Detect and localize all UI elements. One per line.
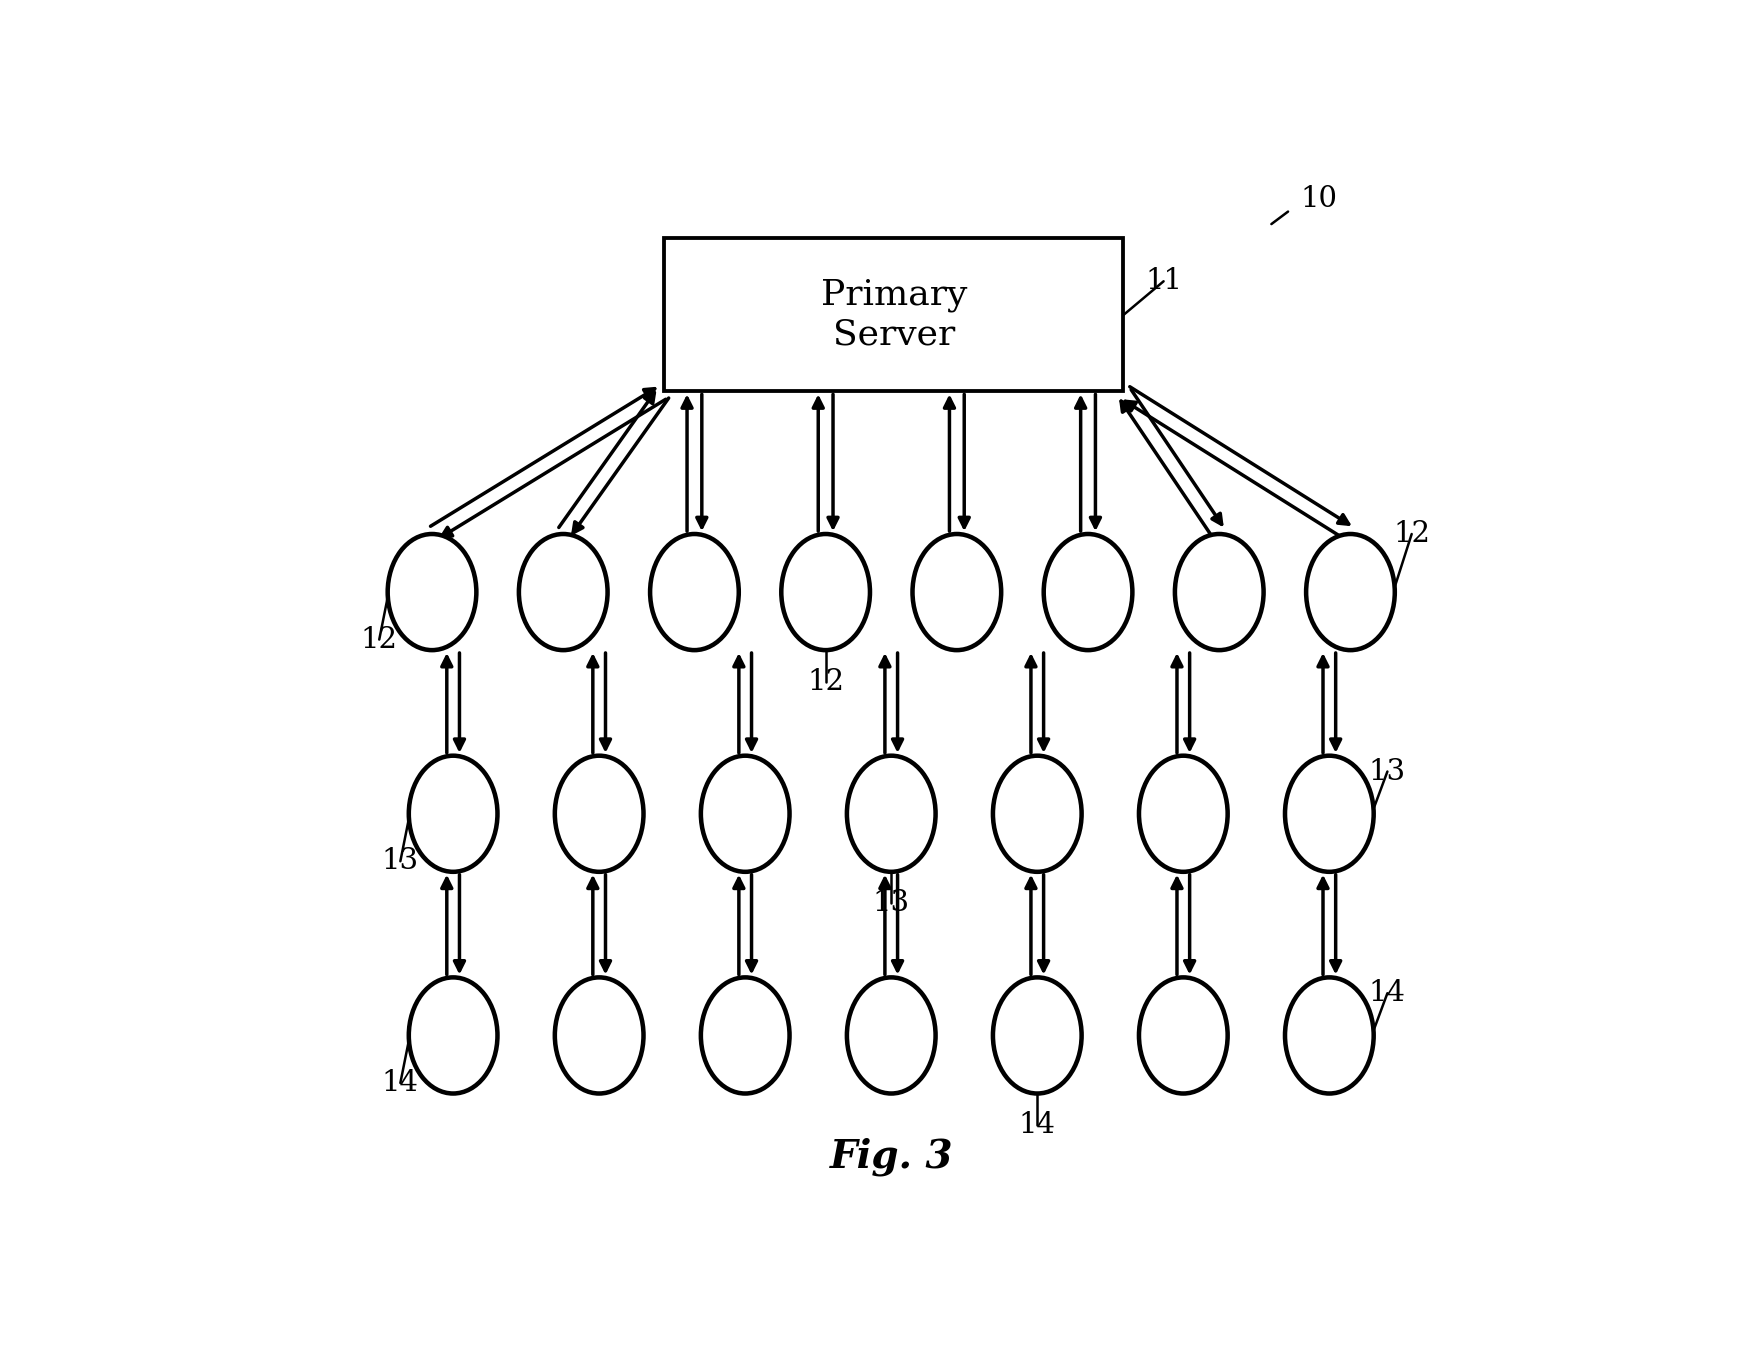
Ellipse shape xyxy=(409,755,497,872)
Text: 12: 12 xyxy=(360,625,398,654)
Text: 14: 14 xyxy=(383,1069,419,1097)
Text: 13: 13 xyxy=(873,890,909,917)
Text: 10: 10 xyxy=(1301,185,1337,214)
Ellipse shape xyxy=(1306,533,1395,650)
Ellipse shape xyxy=(701,978,790,1094)
Text: Primary
Server: Primary Server xyxy=(821,278,967,351)
FancyBboxPatch shape xyxy=(664,239,1123,392)
Text: 14: 14 xyxy=(1019,1111,1056,1139)
Ellipse shape xyxy=(555,978,643,1094)
Ellipse shape xyxy=(913,533,1002,650)
Ellipse shape xyxy=(1139,978,1228,1094)
Ellipse shape xyxy=(1139,755,1228,872)
Ellipse shape xyxy=(1285,978,1374,1094)
Text: 14: 14 xyxy=(1369,979,1405,1008)
Ellipse shape xyxy=(518,533,607,650)
Text: 11: 11 xyxy=(1144,267,1183,295)
Ellipse shape xyxy=(1043,533,1132,650)
Ellipse shape xyxy=(650,533,739,650)
Text: Fig. 3: Fig. 3 xyxy=(830,1138,953,1176)
Text: 12: 12 xyxy=(807,668,843,696)
Text: 13: 13 xyxy=(383,847,419,875)
Ellipse shape xyxy=(701,755,790,872)
Ellipse shape xyxy=(993,978,1082,1094)
Ellipse shape xyxy=(847,755,936,872)
Ellipse shape xyxy=(555,755,643,872)
Ellipse shape xyxy=(781,533,870,650)
Ellipse shape xyxy=(847,978,936,1094)
Ellipse shape xyxy=(409,978,497,1094)
Ellipse shape xyxy=(388,533,476,650)
Ellipse shape xyxy=(993,755,1082,872)
Ellipse shape xyxy=(1285,755,1374,872)
Text: 12: 12 xyxy=(1393,520,1429,548)
Ellipse shape xyxy=(1176,533,1264,650)
Text: 13: 13 xyxy=(1369,758,1405,786)
